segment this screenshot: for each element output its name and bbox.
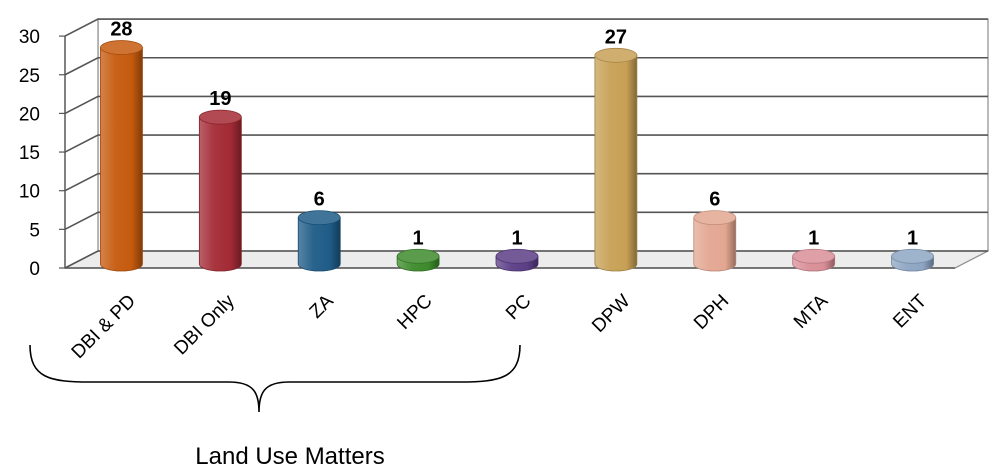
x-tick-label: DPW (588, 291, 634, 337)
x-tick-label: ENT (889, 290, 931, 332)
x-axis-categories: DBI & PD DBI Only ZA HPC PC DPW DPH MTA ENT (68, 290, 932, 363)
bar-za (297, 210, 341, 272)
bar-top (693, 210, 737, 226)
x-tick-label: ZA (306, 290, 338, 322)
bar-hpc (396, 248, 440, 272)
x-tick-label: DBI Only (170, 290, 239, 359)
bar-body (594, 54, 638, 272)
data-label: 6 (709, 189, 720, 211)
data-label: 1 (413, 227, 424, 249)
gridline (64, 56, 988, 76)
gridline (64, 211, 988, 231)
data-label: 6 (314, 189, 325, 211)
data-label: 28 (110, 19, 132, 41)
bar-dph (693, 210, 737, 272)
x-tick-label: PC (502, 291, 536, 325)
bar-body (693, 217, 737, 272)
bar-top (495, 248, 539, 264)
bar-body (100, 47, 143, 272)
y-tick-label: 30 (19, 27, 40, 48)
data-labels: 28 19 6 1 1 27 6 1 1 (110, 19, 918, 250)
gridline (64, 95, 988, 115)
y-tick-label: 5 (29, 220, 40, 241)
bar-top (891, 248, 934, 264)
bar-ent (891, 248, 934, 272)
x-tick-label: MTA (790, 290, 832, 332)
gridline (64, 250, 988, 269)
bar-top (792, 248, 836, 264)
bar-pc (495, 248, 539, 272)
data-label: 1 (907, 227, 918, 249)
bar-top (396, 248, 440, 264)
bar-top (594, 47, 638, 63)
x-tick-label: DPH (690, 291, 733, 334)
gridline (64, 134, 988, 153)
y-tick-label: 15 (19, 143, 40, 164)
data-label: 27 (605, 26, 627, 48)
bar-mta (792, 248, 836, 272)
bar-top (100, 40, 143, 55)
y-tick-label: 10 (19, 182, 40, 203)
bar-top (198, 109, 242, 125)
bar-dpw (594, 47, 638, 272)
bar-dbi-pd (100, 40, 143, 272)
bar-top (297, 210, 341, 226)
bar-dbi-only (198, 109, 242, 272)
gridline (64, 18, 988, 37)
gridlines (64, 18, 988, 269)
data-label: 19 (209, 88, 231, 110)
annotation-brace (29, 344, 521, 413)
x-tick-label: DBI & PD (68, 291, 140, 363)
gridline (64, 172, 988, 192)
bar-body (297, 217, 341, 272)
x-tick-label: HPC (393, 291, 436, 334)
y-tick-label: 25 (19, 66, 40, 87)
bar-body (198, 116, 242, 272)
y-tick-label: 0 (29, 259, 40, 280)
data-label: 1 (808, 227, 819, 249)
y-tick-label: 20 (19, 104, 40, 125)
annotation-label: Land Use Matters (195, 443, 384, 469)
land-use-annotation: Land Use Matters (29, 344, 521, 469)
data-label: 1 (511, 227, 522, 249)
bars (100, 40, 934, 272)
